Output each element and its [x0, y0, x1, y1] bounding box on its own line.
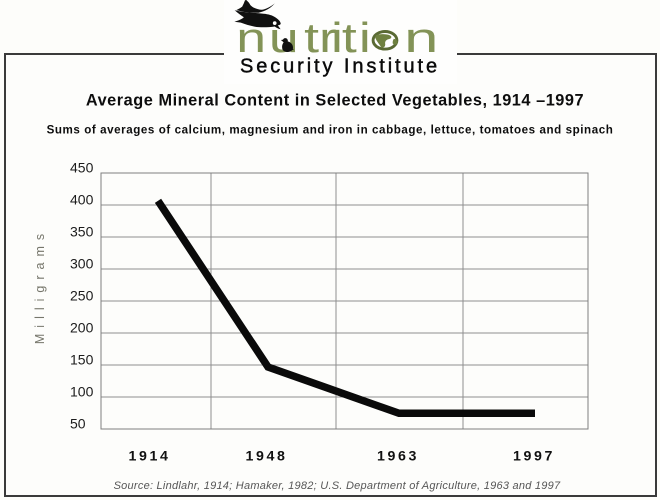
svg-text:Sums of averages of calcium, m: Sums of averages of calcium, magnesium a… — [47, 123, 614, 136]
svg-text:1948: 1948 — [246, 449, 288, 465]
svg-text:150: 150 — [70, 352, 94, 368]
svg-text:Milligrams: Milligrams — [33, 228, 47, 344]
svg-text:Source: Lindlahr, 1914; Hamake: Source: Lindlahr, 1914; Hamaker, 1982; U… — [114, 480, 561, 492]
svg-text:300: 300 — [70, 256, 94, 272]
svg-text:400: 400 — [70, 192, 94, 208]
svg-text:350: 350 — [70, 224, 94, 240]
svg-text:1963: 1963 — [377, 449, 419, 465]
svg-text:1997: 1997 — [513, 449, 555, 465]
svg-text:n: n — [404, 15, 438, 62]
svg-text:50: 50 — [70, 416, 86, 432]
svg-text:1914: 1914 — [129, 449, 171, 465]
svg-text:250: 250 — [70, 288, 94, 304]
svg-text:450: 450 — [70, 160, 94, 176]
svg-text:Average Mineral Content in Sel: Average Mineral Content in Selected Vege… — [86, 92, 584, 110]
svg-text:Security Institute: Security Institute — [240, 55, 440, 77]
svg-text:200: 200 — [70, 320, 94, 336]
svg-text:100: 100 — [70, 384, 94, 400]
